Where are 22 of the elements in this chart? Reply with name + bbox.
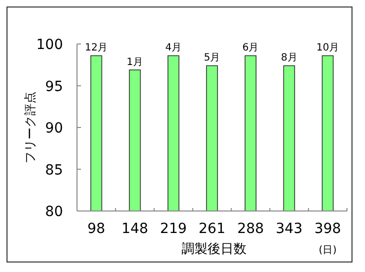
x-tick-label: 98 xyxy=(87,221,106,237)
annotation: 1月 xyxy=(126,56,144,68)
x-tick-label: 261 xyxy=(198,221,226,237)
annotation: 6月 xyxy=(242,42,259,54)
ytick: 95 xyxy=(45,78,63,95)
text: (日) xyxy=(318,245,337,256)
annotation: 12月 xyxy=(84,42,108,54)
y-axis-title: フリーク評点 xyxy=(23,92,37,164)
x-tick-label: 219 xyxy=(160,221,187,237)
annotation: 4月 xyxy=(165,42,182,54)
ytick: 100 xyxy=(36,37,63,53)
ytick: 85 xyxy=(45,162,63,178)
x-axis-title: 調製後日数 xyxy=(182,242,246,257)
ytick: 80 xyxy=(45,204,63,220)
annotation: 5月 xyxy=(204,52,220,64)
annotation: 10月 xyxy=(316,42,340,54)
ytick: 90 xyxy=(45,120,63,136)
x-tick-label: 398 xyxy=(314,221,342,237)
x-tick-label: 343 xyxy=(276,221,303,237)
x-tick-label: 148 xyxy=(121,221,148,237)
annotation: 8月 xyxy=(280,52,298,64)
x-tick-label: 288 xyxy=(237,221,264,237)
